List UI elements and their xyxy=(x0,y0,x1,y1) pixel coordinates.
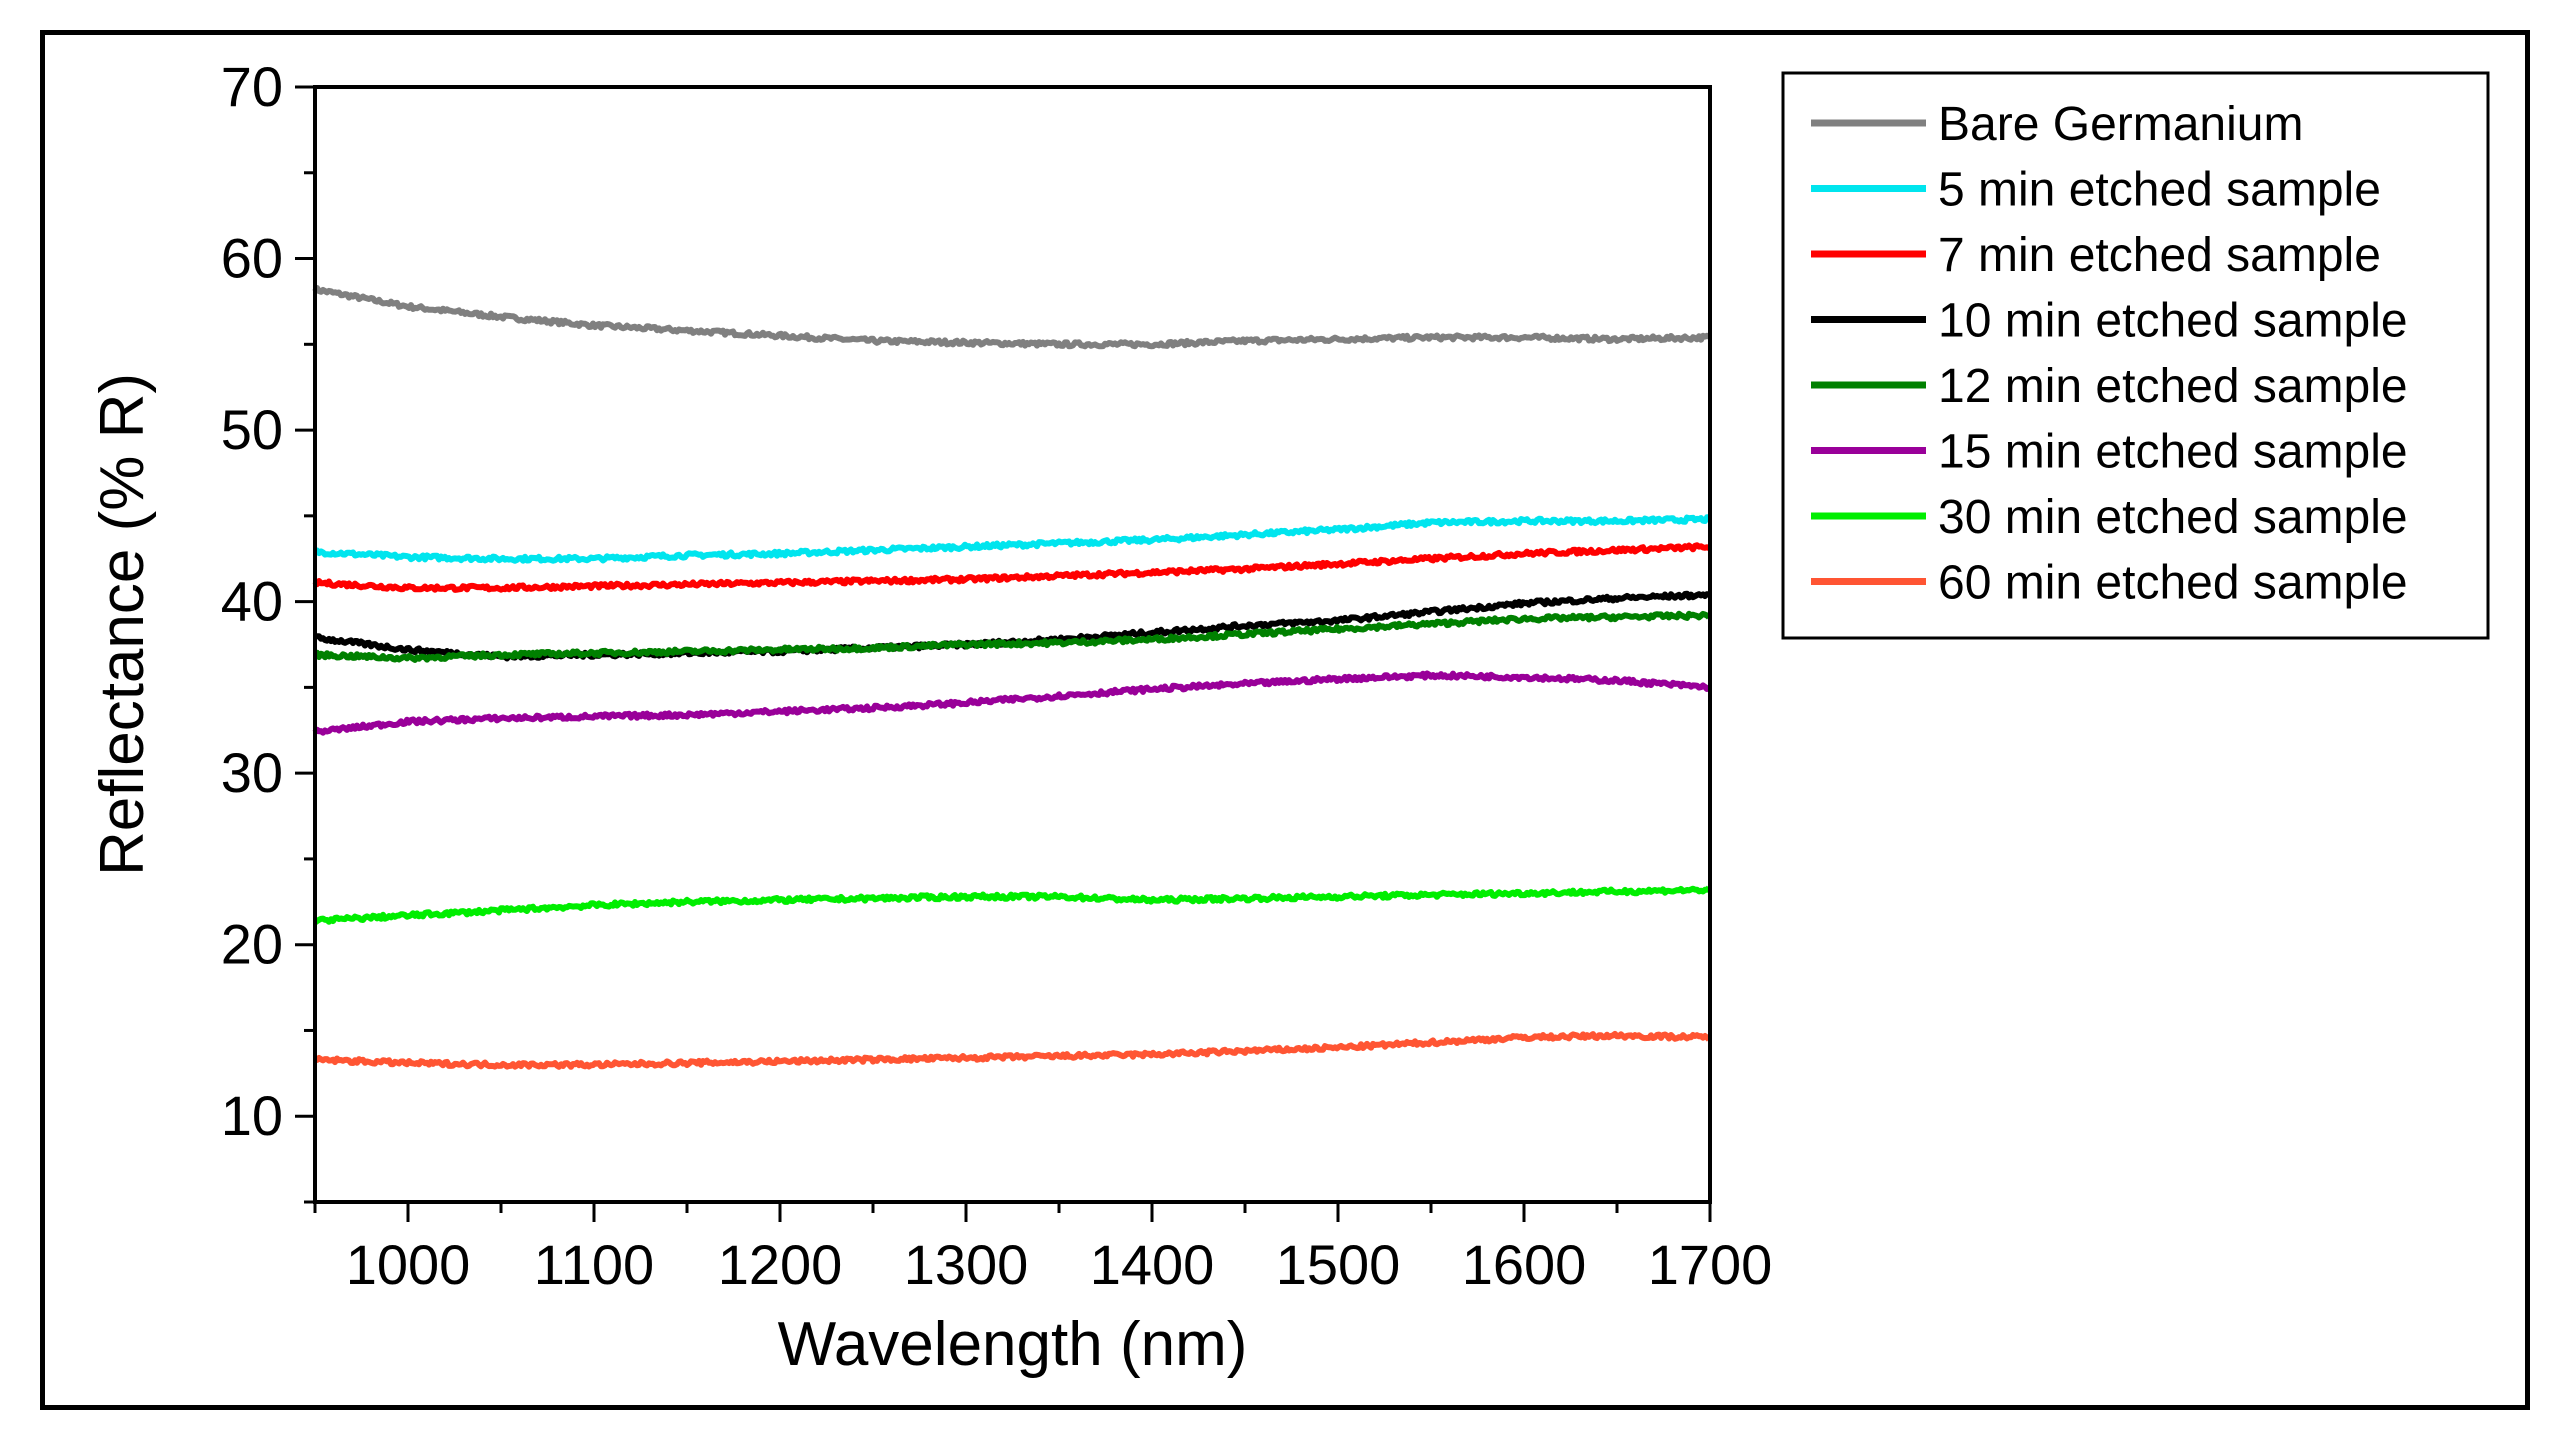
x-axis: 1000 1100 1200 1300 1400 1500 1600 1700 xyxy=(313,1202,1773,1296)
y-tick-label: 20 xyxy=(221,913,283,976)
y-tick-label: 50 xyxy=(221,398,283,461)
legend: Bare Germanium 5 min etched sample 7 min e… xyxy=(1781,71,2490,640)
legend-label: Bare Germanium xyxy=(1938,98,2303,151)
x-tick-label: 1400 xyxy=(1090,1233,1215,1296)
figure-frame: 1000 1100 1200 1300 1400 1500 1600 1700 10 20 30 4… xyxy=(40,30,2530,1410)
legend-label: 10 min etched sample xyxy=(1938,295,2408,348)
series-line-6 xyxy=(312,670,1712,736)
y-tick-label: 30 xyxy=(221,741,283,804)
x-tick-label: 1600 xyxy=(1462,1233,1587,1296)
y-tick-label: 60 xyxy=(221,227,283,290)
x-tick-label: 1100 xyxy=(534,1233,654,1296)
y-axis-title: Reflectance (% R) xyxy=(88,373,157,876)
y-tick-label: 70 xyxy=(221,55,283,118)
plot-lines xyxy=(312,285,1712,1070)
legend-label: 15 min etched sample xyxy=(1938,426,2408,479)
legend-box xyxy=(1781,71,2490,640)
y-axis: 10 20 30 40 50 60 70 xyxy=(221,55,315,1204)
reflectance-chart: 1000 1100 1200 1300 1400 1500 1600 1700 10 20 30 4… xyxy=(88,55,2490,1379)
series-line-7 xyxy=(313,885,1712,925)
series-line-2 xyxy=(314,514,1710,564)
x-tick-label: 1000 xyxy=(346,1233,471,1296)
series-line-8 xyxy=(312,1030,1712,1070)
x-tick-label: 1300 xyxy=(904,1233,1029,1296)
series-line-5 xyxy=(314,610,1712,663)
x-tick-label: 1500 xyxy=(1276,1233,1401,1296)
legend-label: 7 min etched sample xyxy=(1938,229,2381,282)
x-tick-label: 1700 xyxy=(1648,1233,1773,1296)
legend-label: 5 min etched sample xyxy=(1938,164,2381,217)
legend-label: 30 min etched sample xyxy=(1938,491,2408,544)
plot-area xyxy=(313,85,1712,1204)
series-line-3 xyxy=(312,542,1711,593)
y-tick-label: 10 xyxy=(221,1084,283,1147)
legend-label: 12 min etched sample xyxy=(1938,360,2408,413)
x-tick-label: 1200 xyxy=(718,1233,843,1296)
series-line-1 xyxy=(312,285,1711,350)
x-axis-title: Wavelength (nm) xyxy=(778,1310,1248,1379)
legend-label: 60 min etched sample xyxy=(1938,557,2408,610)
y-tick-label: 40 xyxy=(221,570,283,633)
series-line-4 xyxy=(314,590,1712,662)
